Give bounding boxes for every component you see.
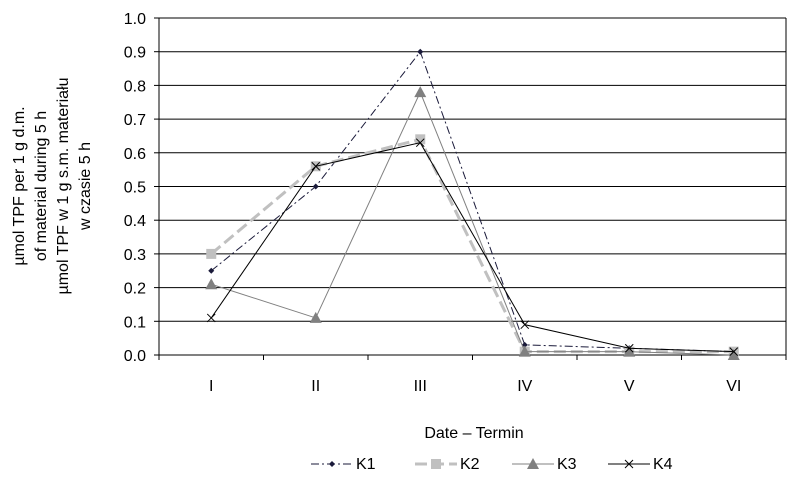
legend-marker [329, 461, 335, 467]
data-point-k4 [520, 320, 530, 330]
series-k3 [205, 86, 740, 360]
y-tick-label: 0.0 [124, 348, 146, 365]
cross-stroke [729, 347, 739, 356]
cross-stroke [624, 459, 634, 469]
x-tick-label: IV [517, 378, 532, 395]
data-point-k3 [518, 345, 531, 357]
x-tick-label: III [414, 378, 427, 395]
y-axis-label-line: w czasie 5 h [77, 142, 94, 231]
legend-label: K4 [653, 456, 673, 473]
legend-marker [624, 459, 634, 469]
legend-item-k3: K3 [512, 456, 577, 473]
data-point-k1 [312, 183, 319, 190]
legend-label: K2 [460, 456, 480, 473]
series-line-k1 [210, 50, 734, 353]
data-point-k4 [206, 313, 216, 323]
legend-label: K1 [356, 456, 376, 473]
x-tick-label: V [624, 378, 635, 395]
cross-stroke [206, 313, 216, 323]
data-point-k3 [414, 86, 427, 98]
data-point-k2 [206, 248, 217, 259]
data-point-k3 [623, 345, 636, 357]
data-point-k1 [208, 267, 215, 274]
series-line-k2 [210, 137, 734, 354]
x-tick-labels: I II III IV V VI [209, 378, 741, 395]
legend-marker [527, 458, 539, 469]
data-point-k3 [205, 278, 218, 290]
y-tick-label: 0.4 [124, 213, 146, 230]
data-point-k2 [415, 134, 426, 145]
legend-label: K3 [557, 456, 577, 473]
y-tick-label: 0.3 [124, 247, 146, 264]
cross-stroke [311, 161, 321, 171]
legend-marker [431, 459, 441, 469]
y-tick-label: 0.8 [124, 78, 146, 95]
data-point-k4 [415, 138, 425, 148]
data-point-k1 [417, 48, 424, 55]
y-axis-label-line: µmol TPF w 1 g s.m. materiału [55, 78, 72, 295]
data-point-k1 [521, 341, 528, 348]
legend-item-k4: K4 [608, 456, 673, 473]
series-k2 [206, 134, 739, 357]
y-axis-label: µmol TPF per 1 g d.m. of material during … [11, 78, 94, 295]
series-k4 [206, 138, 739, 356]
y-tick-label: 0.7 [124, 112, 146, 129]
data-point-k3 [309, 311, 322, 323]
gridlines [154, 17, 787, 360]
cross-stroke [520, 320, 530, 330]
x-tick-label: II [311, 378, 320, 395]
cross-stroke [624, 343, 634, 353]
legend: K1 K2 K3 K4 [311, 456, 673, 473]
y-tick-label: 0.1 [124, 314, 146, 331]
data-point-k4 [729, 347, 739, 356]
x-tick-label: VI [726, 378, 741, 395]
y-tick-label: 0.2 [124, 281, 146, 298]
x-tick-label: I [209, 378, 213, 395]
series-line-k4 [210, 142, 734, 353]
legend-item-k1: K1 [311, 456, 376, 473]
y-tick-label: 0.9 [124, 45, 146, 62]
data-point-k3 [727, 349, 740, 360]
y-tick-labels: 0.0 0.1 0.2 0.3 0.4 0.5 0.6 0.7 0.8 0.9 1.0 [124, 11, 146, 365]
data-point-k4 [311, 161, 321, 171]
y-tick-label: 1.0 [124, 11, 146, 28]
series-line-k3 [211, 90, 734, 356]
y-tick-label: 0.6 [124, 146, 146, 163]
x-axis-label: Date – Termin [424, 425, 523, 442]
y-tick-label: 0.5 [124, 180, 146, 197]
legend-item-k2: K2 [415, 456, 480, 473]
y-axis-label-line: µmol TPF per 1 g d.m. [11, 106, 28, 265]
data-point-k4 [624, 343, 634, 353]
y-axis-label-line: of material during 5 h [33, 111, 50, 261]
series-lines [205, 48, 740, 360]
cross-stroke [415, 138, 425, 148]
